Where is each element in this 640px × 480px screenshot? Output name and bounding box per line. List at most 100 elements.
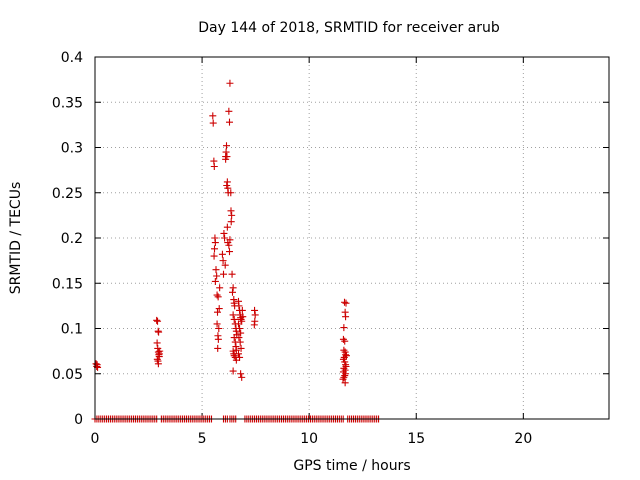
data-point — [227, 189, 235, 197]
data-point — [236, 325, 244, 332]
data-point — [235, 334, 243, 342]
data-point — [215, 325, 223, 332]
y-tick-label: 0.15 — [52, 276, 83, 292]
data-point — [214, 335, 222, 343]
data-point — [214, 293, 222, 301]
data-point — [227, 207, 235, 215]
data-point — [155, 350, 163, 358]
data-point — [209, 119, 217, 127]
grid — [95, 57, 609, 419]
y-tick-label: 0.4 — [61, 50, 83, 66]
data-point — [223, 153, 231, 161]
y-tick-label: 0.05 — [52, 367, 83, 383]
data-point — [209, 112, 217, 120]
y-tick-label: 0 — [74, 412, 83, 428]
data-point — [226, 236, 234, 244]
data-point — [221, 261, 229, 269]
data-point — [251, 311, 259, 319]
data-point — [213, 272, 221, 280]
data-point — [155, 328, 163, 336]
x-tick-label: 0 — [91, 431, 100, 447]
x-axis-label: GPS time / hours — [293, 458, 410, 474]
data-point — [339, 335, 347, 343]
data-point — [225, 107, 233, 115]
data-point — [230, 315, 238, 323]
data-point — [237, 329, 245, 337]
data-point — [222, 148, 230, 156]
y-tick-label: 0.2 — [61, 231, 83, 247]
data-point — [340, 373, 348, 381]
data-points — [91, 79, 383, 423]
data-point — [220, 270, 227, 278]
data-point — [213, 320, 221, 328]
data-point — [341, 379, 349, 387]
data-point — [251, 306, 259, 314]
data-point — [236, 338, 244, 346]
data-point — [153, 339, 161, 347]
x-tick-label: 5 — [198, 431, 207, 447]
data-point — [234, 350, 242, 358]
x-tick-label: 15 — [407, 431, 425, 447]
data-point — [229, 367, 237, 375]
data-point — [154, 317, 162, 325]
data-point — [342, 352, 350, 360]
data-point — [153, 316, 161, 324]
data-point — [218, 250, 226, 258]
data-point — [212, 266, 220, 274]
data-point — [237, 344, 245, 352]
data-point — [220, 229, 228, 237]
data-point — [211, 245, 219, 253]
data-point — [214, 344, 222, 352]
y-axis-label: SRMTID / TECUs — [8, 182, 24, 295]
data-point — [234, 320, 242, 328]
data-point — [225, 248, 233, 256]
data-point — [236, 353, 244, 361]
data-point — [223, 223, 231, 231]
data-point — [215, 305, 223, 313]
data-point — [238, 373, 246, 381]
data-point — [342, 313, 350, 321]
data-point — [213, 291, 221, 299]
data-point — [211, 239, 219, 247]
plot-frame — [94, 56, 610, 420]
chart-title: Day 144 of 2018, SRMTID for receiver aru… — [198, 20, 500, 36]
data-point — [216, 284, 224, 292]
data-point — [250, 321, 258, 329]
data-point — [225, 118, 233, 126]
data-point — [341, 372, 349, 380]
data-point — [222, 142, 230, 150]
data-point — [214, 308, 222, 316]
data-point — [210, 163, 218, 171]
y-tick-label: 0.35 — [52, 95, 83, 111]
y-tick-label: 0.3 — [61, 141, 83, 157]
data-point — [210, 252, 218, 260]
data-point — [342, 299, 350, 307]
data-point — [341, 298, 349, 306]
data-point — [339, 375, 347, 383]
y-tick-label: 0.1 — [61, 322, 83, 338]
data-point — [226, 79, 234, 87]
data-point — [237, 370, 245, 378]
data-point — [154, 360, 162, 368]
data-point — [227, 218, 235, 226]
x-tick-label: 20 — [514, 431, 532, 447]
y-tick-label: 0.25 — [52, 186, 83, 202]
data-point — [221, 234, 229, 242]
data-point — [239, 313, 247, 321]
data-point — [238, 306, 246, 314]
data-point — [229, 311, 237, 319]
data-point — [223, 178, 231, 186]
data-point — [228, 211, 236, 219]
data-point — [341, 337, 349, 345]
data-point — [235, 302, 243, 310]
data-point — [232, 346, 240, 354]
data-point — [225, 241, 233, 249]
data-point — [211, 277, 219, 285]
data-point — [228, 288, 236, 296]
data-point — [228, 270, 236, 278]
data-point — [229, 284, 237, 292]
x-tick-label: 10 — [300, 431, 318, 447]
tick-labels: 0 0.05 0.1 0.15 0.2 0.25 0.3 0.35 0.4 0 5 10 15 20 — [52, 50, 532, 447]
data-point — [219, 257, 227, 265]
